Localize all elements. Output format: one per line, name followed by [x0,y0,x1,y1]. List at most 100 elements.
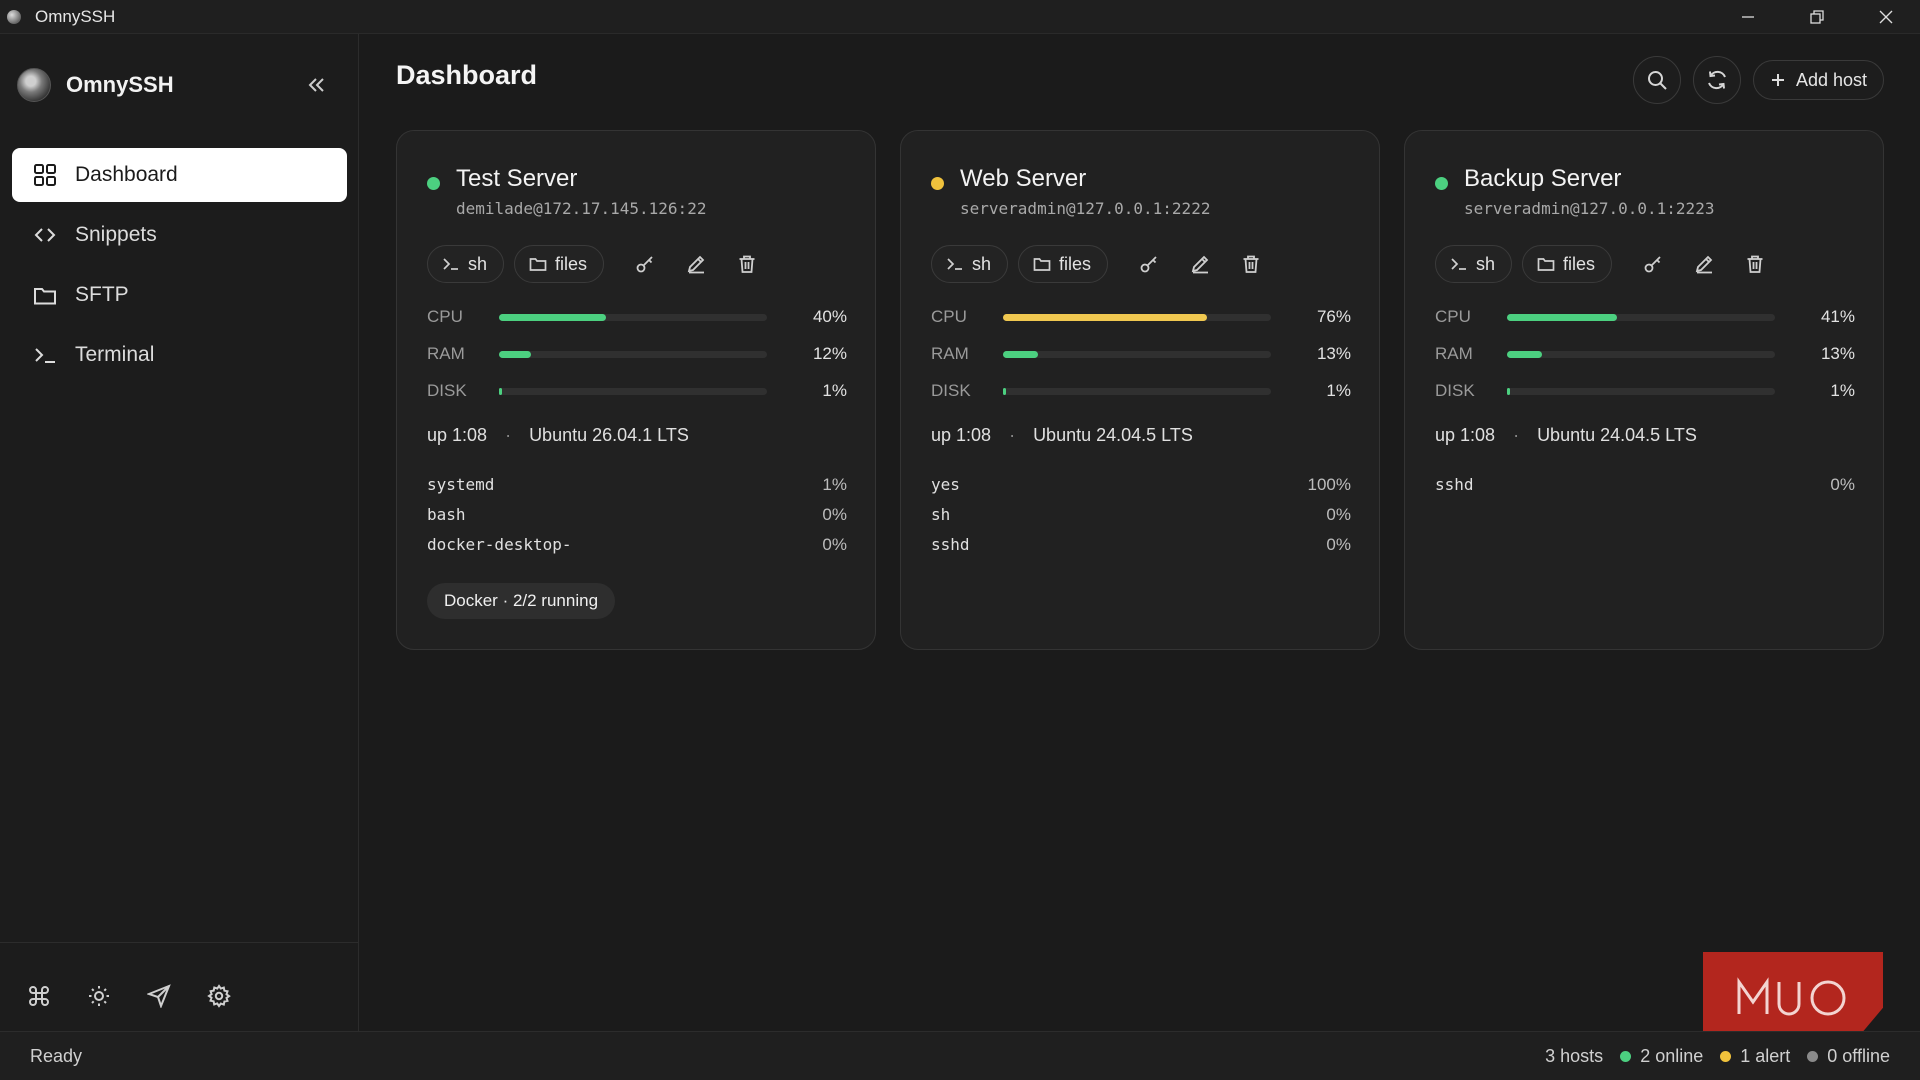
process-row: yes 100% [931,475,1351,505]
metric-bar-fill [1003,388,1007,395]
process-row: systemd 1% [427,475,847,505]
process-cpu: 0% [822,505,847,524]
window-title: OmnySSH [35,6,116,26]
sidebar: OmnySSH Dashboard Snippets SFTP [0,34,359,1031]
open-files-button[interactable]: files [1018,245,1109,283]
metric-bar-track [1507,351,1775,358]
terminal-icon [947,258,962,270]
host-os: Ubuntu 26.04.1 LTS [529,425,689,445]
metric-ram: RAM 12% [427,340,847,377]
shell-label: sh [1476,253,1496,274]
trash-icon [1243,255,1259,273]
metric-cpu: CPU 41% [1435,303,1855,340]
metric-bar-fill [499,314,607,321]
process-name: systemd [427,475,495,494]
muo-logo [1737,977,1846,1016]
metric-value: 41% [1820,307,1855,326]
host-actions: sh files [1435,245,1775,283]
ssh-key-button[interactable] [1633,245,1673,283]
open-shell-button[interactable]: sh [931,245,1009,283]
ssh-key-button[interactable] [1129,245,1169,283]
host-status-dot [931,177,944,190]
metric-label: CPU [427,307,463,326]
theme-toggle-button[interactable] [86,983,112,1009]
delete-host-button[interactable] [727,245,767,283]
terminal-icon [32,342,58,368]
app-icon [7,9,21,24]
host-metrics: CPU 40% RAM 12% DISK 1% [427,303,847,414]
restore-button[interactable] [1782,0,1851,34]
metric-value: 12% [812,344,847,363]
metric-label: DISK [931,381,971,400]
search-button[interactable] [1632,56,1681,104]
sidebar-item-sftp[interactable]: SFTP [12,268,347,322]
edit-host-button[interactable] [676,245,716,283]
open-shell-button[interactable]: sh [1435,245,1513,283]
metric-bar-track [499,388,767,395]
metric-bar-fill [499,388,503,395]
sidebar-item-snippets[interactable]: Snippets [12,208,347,262]
folder-icon [1033,258,1051,271]
host-card[interactable]: Backup Server serveradmin@127.0.0.1:2223… [1404,130,1884,650]
window-controls [1713,0,1920,34]
host-address: serveradmin@127.0.0.1:2222 [960,199,1211,218]
host-system-info: up 1:08 · Ubuntu 24.04.5 LTS [931,425,1193,446]
close-button[interactable] [1851,0,1920,34]
process-row: sshd 0% [1435,475,1855,505]
process-name: sh [931,505,951,524]
process-list: yes 100% sh 0% sshd 0% [931,475,1351,565]
refresh-button[interactable] [1692,56,1741,104]
docker-badge[interactable]: Docker · 2/2 running [427,583,616,619]
metric-bar-track [1003,314,1271,321]
open-files-button[interactable]: files [1522,245,1613,283]
host-card[interactable]: Web Server serveradmin@127.0.0.1:2222 sh… [900,130,1380,650]
host-actions: sh files [427,245,767,283]
status-bar: Ready 3 hosts 2 online 1 alert 0 offline [0,1031,1920,1080]
trash-icon [739,255,755,273]
add-host-button[interactable]: Add host [1752,60,1884,100]
hosts-count: 3 hosts [1545,1046,1604,1066]
send-button[interactable] [146,983,172,1009]
header-actions: Add host [1632,56,1884,104]
settings-button[interactable] [206,983,232,1009]
edit-host-button[interactable] [1684,245,1724,283]
sidebar-item-terminal[interactable]: Terminal [12,328,347,382]
folder-icon [529,258,547,271]
send-icon [147,984,171,1008]
online-dot [1620,1051,1632,1062]
process-list: systemd 1% bash 0% docker-desktop- 0% [427,475,847,565]
terminal-icon [443,258,458,270]
edit-host-button[interactable] [1180,245,1220,283]
host-address: demilade@172.17.145.126:22 [456,199,707,218]
sidebar-item-dashboard[interactable]: Dashboard [12,148,347,202]
delete-host-button[interactable] [1735,245,1775,283]
open-files-button[interactable]: files [514,245,605,283]
ssh-key-button[interactable] [625,245,665,283]
collapse-sidebar-button[interactable] [305,74,327,96]
host-metrics: CPU 76% RAM 13% DISK 1% [931,303,1351,414]
open-shell-button[interactable]: sh [427,245,505,283]
host-card[interactable]: Test Server demilade@172.17.145.126:22 s… [396,130,876,650]
process-cpu: 0% [1830,475,1855,494]
host-address: serveradmin@127.0.0.1:2223 [1464,199,1715,218]
brand-name: OmnySSH [66,72,174,97]
minimize-button[interactable] [1713,0,1782,34]
folder-icon [32,282,58,308]
metric-cpu: CPU 76% [931,303,1351,340]
files-label: files [1059,253,1092,274]
offline-count: 0 offline [1827,1046,1890,1066]
host-name: Test Server [456,165,578,192]
metric-bar-track [499,314,767,321]
separator-dot: · [1009,425,1016,445]
close-icon [1879,10,1892,24]
code-icon [32,222,58,248]
host-status-dot [1435,177,1448,190]
metric-label: DISK [1435,381,1475,400]
process-row: bash 0% [427,505,847,535]
process-name: sshd [1435,475,1474,494]
command-palette-button[interactable] [26,983,52,1009]
metric-bar-fill [1507,314,1617,321]
pencil-icon [1695,255,1713,274]
delete-host-button[interactable] [1231,245,1271,283]
double-chevron-left-icon [308,78,324,92]
